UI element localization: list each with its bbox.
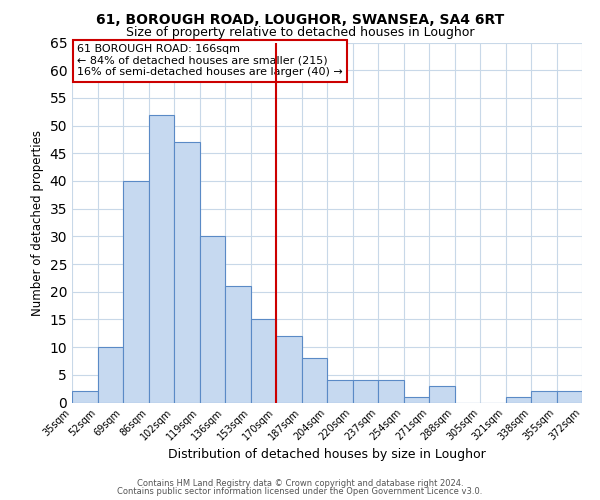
Bar	[302, 358, 327, 403]
Bar	[251, 320, 276, 402]
Bar	[97, 347, 123, 403]
Bar	[149, 114, 174, 403]
Bar	[327, 380, 353, 402]
Bar	[404, 397, 429, 402]
Text: Contains public sector information licensed under the Open Government Licence v3: Contains public sector information licen…	[118, 487, 482, 496]
Text: Size of property relative to detached houses in Loughor: Size of property relative to detached ho…	[126, 26, 474, 39]
Bar	[72, 392, 97, 402]
X-axis label: Distribution of detached houses by size in Loughor: Distribution of detached houses by size …	[168, 448, 486, 461]
Bar	[174, 142, 199, 403]
Bar	[353, 380, 378, 402]
Bar	[557, 392, 582, 402]
Bar	[531, 392, 557, 402]
Bar	[276, 336, 302, 402]
Bar	[123, 181, 149, 402]
Bar	[429, 386, 455, 402]
Bar	[199, 236, 225, 402]
Bar	[378, 380, 404, 402]
Text: 61, BOROUGH ROAD, LOUGHOR, SWANSEA, SA4 6RT: 61, BOROUGH ROAD, LOUGHOR, SWANSEA, SA4 …	[96, 12, 504, 26]
Y-axis label: Number of detached properties: Number of detached properties	[31, 130, 44, 316]
Bar	[505, 397, 531, 402]
Text: Contains HM Land Registry data © Crown copyright and database right 2024.: Contains HM Land Registry data © Crown c…	[137, 478, 463, 488]
Text: 61 BOROUGH ROAD: 166sqm
← 84% of detached houses are smaller (215)
16% of semi-d: 61 BOROUGH ROAD: 166sqm ← 84% of detache…	[77, 44, 343, 78]
Bar	[225, 286, 251, 403]
